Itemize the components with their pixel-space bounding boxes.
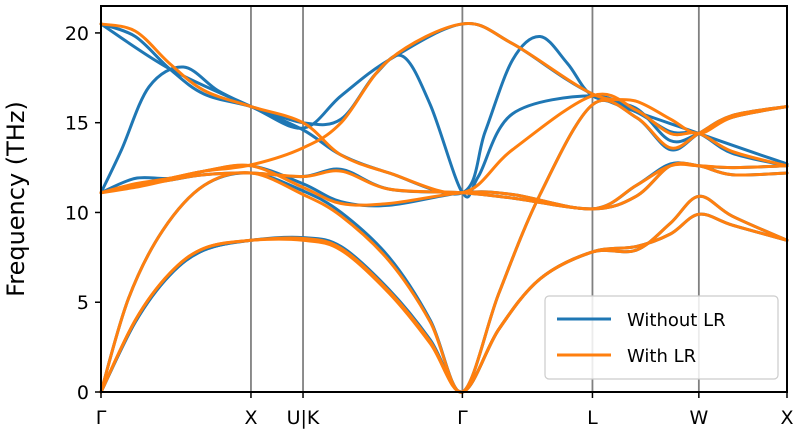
x-tick-label: X bbox=[780, 407, 793, 429]
legend-label-with-lr: With LR bbox=[627, 346, 696, 367]
band-line bbox=[99, 22, 789, 195]
legend-label-without-lr: Without LR bbox=[627, 310, 726, 331]
x-tick-label: Γ bbox=[457, 407, 468, 429]
legend: Without LR With LR bbox=[544, 295, 779, 380]
y-tick-label: 5 bbox=[77, 292, 89, 314]
plot-frame bbox=[100, 5, 788, 393]
y-axis-label: Frequency (THz) bbox=[2, 101, 30, 297]
x-tick-label: L bbox=[587, 407, 598, 429]
y-tick-label: 0 bbox=[77, 382, 89, 404]
band-line bbox=[99, 194, 789, 394]
band-line bbox=[99, 22, 789, 195]
band-lines bbox=[99, 22, 789, 394]
series-with-lr bbox=[99, 22, 789, 394]
legend-box bbox=[544, 295, 779, 380]
band-line bbox=[99, 35, 789, 196]
x-tick-label: Γ bbox=[96, 407, 107, 429]
y-tick-label: 10 bbox=[65, 202, 89, 224]
x-tick-label: X bbox=[244, 407, 257, 429]
x-tick-label: U|K bbox=[287, 407, 320, 429]
y-tick-label: 15 bbox=[65, 113, 89, 135]
band-line bbox=[99, 161, 789, 211]
x-tick-label: W bbox=[689, 407, 708, 429]
band-line bbox=[99, 22, 789, 199]
y-tick-label: 20 bbox=[65, 23, 89, 45]
x-axis-ticks: Γ X U|K Γ L W X bbox=[96, 392, 794, 429]
band-line bbox=[99, 98, 789, 394]
y-axis-ticks: 0 5 10 15 20 bbox=[65, 23, 101, 404]
